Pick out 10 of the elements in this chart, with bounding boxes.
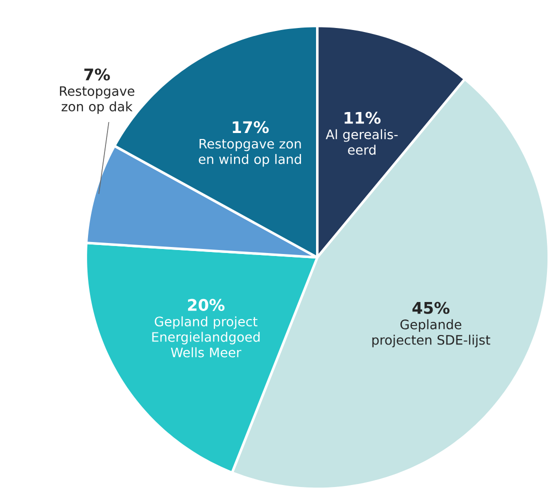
data-label: 7% bbox=[84, 68, 110, 81]
slice-label: Geplande projecten SDE-lijst bbox=[372, 319, 490, 348]
data-label: 17% bbox=[232, 121, 269, 134]
slice-label: Al gerealis-eerd bbox=[326, 129, 398, 155]
slice-label: Restopgave zon en wind op land bbox=[198, 139, 301, 167]
data-label: 20% bbox=[188, 298, 224, 312]
slice-label: Gepland project Energielandgoed Wells Meer bbox=[152, 316, 260, 358]
data-label: 11% bbox=[344, 112, 381, 124]
data-label: 45% bbox=[412, 302, 450, 314]
slice-label: Restopgave zon op dak bbox=[60, 86, 134, 114]
